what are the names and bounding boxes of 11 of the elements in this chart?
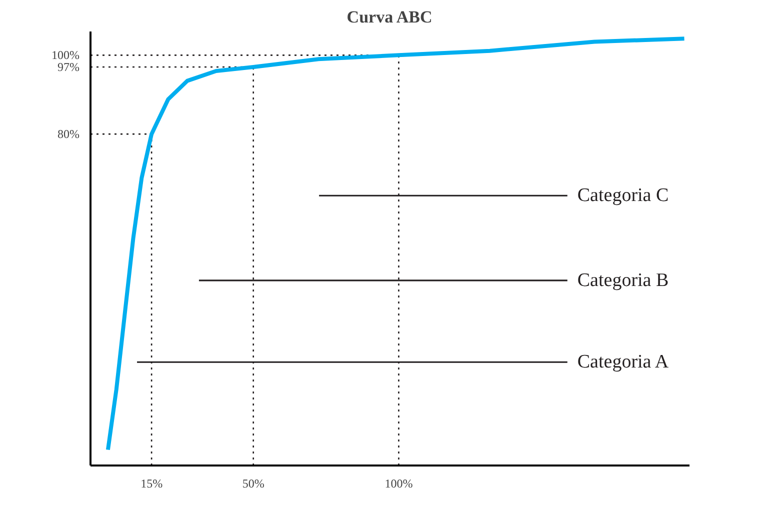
x-tick-label: 50% bbox=[242, 476, 264, 490]
series-label: Categoria C bbox=[577, 185, 669, 206]
series-label: Categoria A bbox=[577, 352, 669, 373]
x-tick-label: 15% bbox=[140, 476, 163, 490]
x-tick-label: 100% bbox=[384, 476, 413, 490]
y-tick-label: 100% bbox=[52, 48, 80, 62]
chart-title: Curva ABC bbox=[346, 8, 432, 26]
series-label: Categoria B bbox=[577, 270, 669, 291]
line-series bbox=[106, 36, 686, 452]
y-tick-label: 80% bbox=[58, 127, 80, 142]
y-tick-label: 97% bbox=[58, 60, 80, 74]
